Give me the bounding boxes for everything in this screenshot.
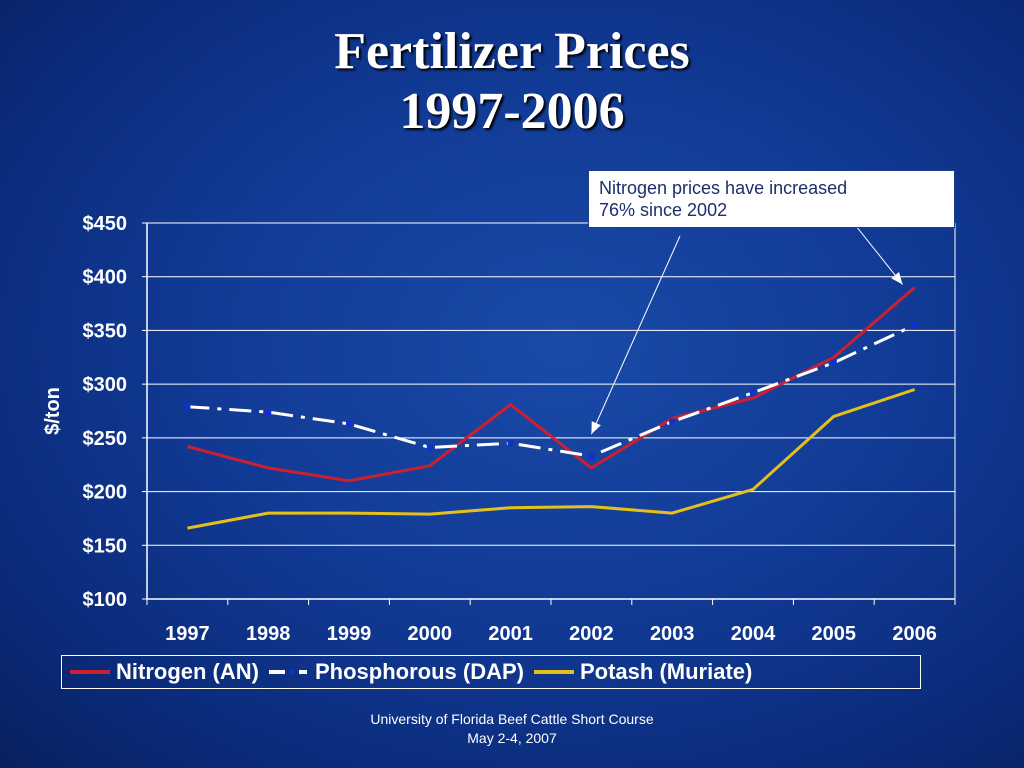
legend-swatch-nitrogen [70,670,110,674]
series-marker-1 [265,409,272,416]
slide-footer: University of Florida Beef Cattle Short … [0,710,1024,748]
callout-box: Nitrogen prices have increased 76% since… [588,170,955,228]
x-tick-label: 2006 [892,623,937,645]
series-line-2 [187,388,916,530]
y-tick-label: $300 [83,374,128,396]
callout-arrow-2002 [590,235,681,435]
series-marker-1 [588,453,595,460]
series-marker-1 [750,389,756,396]
legend-label-nitrogen: Nitrogen (AN) [116,659,259,684]
x-tick-label: 1999 [327,623,372,645]
x-tick-label: 2000 [408,623,453,645]
series-marker-1 [507,440,514,447]
title-line-2: 1997-2006 [399,83,625,140]
chart-legend: Nitrogen (AN) Phosphorous (DAP) Potash (… [61,655,921,689]
footer-line-2: May 2-4, 2007 [467,730,557,746]
series-line-0 [187,286,916,483]
title-line-1: Fertilizer Prices [334,23,690,80]
footer-line-1: University of Florida Beef Cattle Short … [370,711,654,727]
legend-label-potash: Potash (Muriate) [579,659,753,684]
slide-title: Fertilizer Prices 1997-2006 [0,22,1024,142]
x-tick-label: 2001 [488,623,533,645]
series-marker-1 [184,403,191,410]
x-tick-label: 1998 [246,623,291,645]
x-tick-label: 2003 [650,623,695,645]
y-tick-label: $450 [83,213,128,235]
legend-swatch-phosphorous [268,670,309,674]
callout-line-2: 76% since 2002 [599,200,728,220]
series-marker-1 [426,444,433,451]
y-tick-label: $400 [83,267,128,289]
x-tick-label: 1997 [165,623,210,645]
legend-label-phosphorous: Phosphorous (DAP) [314,659,524,684]
callout-arrow-2002-head [591,421,601,435]
legend-item-nitrogen: Nitrogen (AN) [70,659,259,685]
y-tick-label: $250 [83,428,128,450]
y-tick-label: $200 [83,482,128,504]
callout-line-1: Nitrogen prices have increased [599,178,848,198]
series-marker-1 [346,420,352,427]
y-tick-label: $100 [83,589,128,611]
x-tick-label: 2004 [731,623,776,645]
x-tick-label: 2005 [812,623,857,645]
y-axis-label: $/ton [42,387,64,435]
legend-item-phosphorous: Phosphorous (DAP) [268,659,524,685]
y-tick-label: $350 [83,320,128,342]
callout-arrow-2006-head [891,271,903,285]
legend-item-potash: Potash (Muriate) [533,659,753,685]
series-line-1 [187,323,916,458]
legend-swatch-potash [533,670,574,674]
series-marker-1 [830,359,837,366]
y-tick-label: $150 [83,535,128,557]
series-marker-1 [911,322,918,329]
x-tick-label: 2002 [569,623,614,645]
series-marker-1 [669,418,676,425]
